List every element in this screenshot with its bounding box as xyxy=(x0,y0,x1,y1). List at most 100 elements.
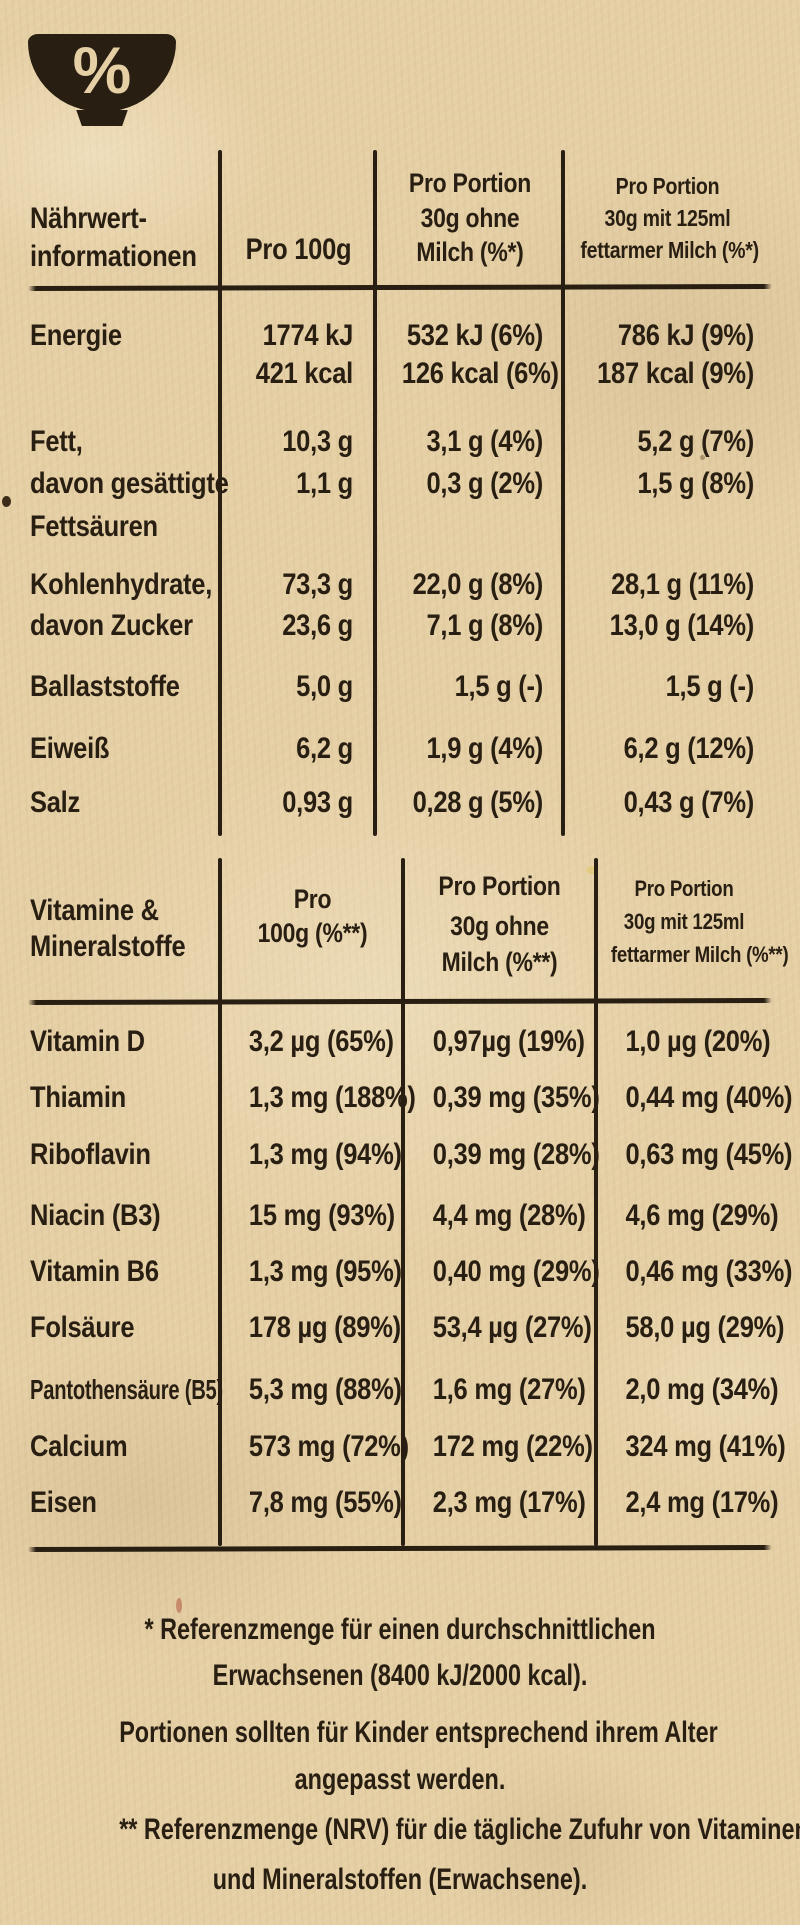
vitamin-milk: 2,0 mg (34%) xyxy=(625,1373,779,1406)
nutrient-label: Fettsäuren xyxy=(30,510,158,543)
nutrient-portion: 126 kcal (6%) xyxy=(401,357,559,390)
footnote-line: * Referenzmenge für einen durchschnittli… xyxy=(144,1613,656,1646)
vitamin-label: Niacin (B3) xyxy=(30,1199,161,1232)
vitamin-milk: 2,4 mg (17%) xyxy=(625,1486,779,1519)
vitamin-per100: 1,3 mg (95%) xyxy=(248,1255,402,1288)
nutrient-label: davon gesättigte xyxy=(30,467,229,500)
paper-speck xyxy=(586,866,597,874)
table2-col-milk-header: Pro Portion xyxy=(634,876,734,901)
vitamin-per100: 573 mg (72%) xyxy=(248,1430,409,1463)
table2-header-divider xyxy=(27,998,773,1005)
nutrient-per100: 10,3 g xyxy=(282,425,353,458)
nutrient-label: davon Zucker xyxy=(30,609,193,642)
vitamin-label: Vitamin D xyxy=(30,1025,145,1058)
table2-bottom-divider xyxy=(27,1545,773,1552)
footnote-line: angepasst werden. xyxy=(294,1763,506,1796)
table1-title-line1: Nährwert- xyxy=(30,202,147,235)
vitamin-label: Eisen xyxy=(30,1486,97,1519)
nutrient-label: Salz xyxy=(30,786,81,819)
bowl-foot xyxy=(76,110,128,126)
nutrient-milk: 1,5 g (-) xyxy=(665,670,755,703)
table2-col-milk-header: fettarmer Milch (%**) xyxy=(610,942,789,967)
nutrient-per100: 23,6 g xyxy=(282,609,353,642)
nutrient-milk: 187 kcal (9%) xyxy=(597,357,754,390)
vitamin-milk: 1,0 µg (20%) xyxy=(625,1025,771,1058)
percent-glyph: % xyxy=(72,33,132,107)
vitamin-milk: 324 mg (41%) xyxy=(625,1430,786,1463)
table2-col-milk-header: 30g mit 125ml xyxy=(623,909,745,934)
table2-col-portion-header: Milch (%**) xyxy=(441,947,558,977)
vitamin-portion: 0,39 mg (28%) xyxy=(432,1138,600,1171)
table1-column-rule-1 xyxy=(218,150,222,836)
vitamin-milk: 58,0 µg (29%) xyxy=(625,1311,785,1344)
table1-column-rule-2 xyxy=(373,150,377,836)
nutrient-per100: 1774 kJ xyxy=(262,319,354,352)
nutrient-label: Kohlenhydrate, xyxy=(30,568,213,601)
nutrient-milk: 28,1 g (11%) xyxy=(611,568,754,601)
vitamin-label: Folsäure xyxy=(30,1311,135,1344)
vitamin-label: Calcium xyxy=(30,1430,128,1463)
nutrient-per100: 421 kcal xyxy=(255,357,353,390)
vitamin-label: Vitamin B6 xyxy=(30,1255,159,1288)
vitamin-milk: 4,6 mg (29%) xyxy=(625,1199,779,1232)
table1-col-portion-header: Pro Portion xyxy=(408,168,532,198)
vitamin-per100: 5,3 mg (88%) xyxy=(248,1373,402,1406)
nutrient-per100: 0,93 g xyxy=(282,786,353,819)
vitamin-per100: 1,3 mg (94%) xyxy=(248,1138,402,1171)
vitamin-milk: 0,44 mg (40%) xyxy=(625,1081,793,1114)
paper-speck xyxy=(2,496,11,507)
table2-col-portion-header: Pro Portion xyxy=(438,871,561,901)
table2-column-rule-1 xyxy=(218,858,222,1546)
table1-col-milk-header: fettarmer Milch (%*) xyxy=(580,237,759,263)
nutrient-portion: 1,5 g (-) xyxy=(454,670,544,703)
cereal-bowl-percent-icon: % xyxy=(28,34,176,128)
vitamin-portion: 0,39 mg (35%) xyxy=(432,1081,600,1114)
nutrient-portion: 3,1 g (4%) xyxy=(426,425,544,458)
table1-header-divider xyxy=(27,284,773,291)
nutrient-portion: 1,9 g (4%) xyxy=(426,732,544,765)
table1-col-per100-header: Pro 100g xyxy=(245,233,352,266)
nutrient-milk: 1,5 g (8%) xyxy=(637,467,755,500)
nutrient-label: Energie xyxy=(30,319,122,352)
vitamin-portion: 53,4 µg (27%) xyxy=(432,1311,592,1344)
nutrient-milk: 6,2 g (12%) xyxy=(623,732,755,765)
paper-speck xyxy=(176,1598,182,1613)
table2-column-rule-2 xyxy=(401,858,405,1546)
vitamin-per100: 7,8 mg (55%) xyxy=(248,1486,402,1519)
table1-column-rule-3 xyxy=(561,150,565,836)
vitamin-portion: 2,3 mg (17%) xyxy=(432,1486,586,1519)
nutrient-milk: 5,2 g (7%) xyxy=(637,425,755,458)
table1-col-portion-header: Milch (%*) xyxy=(416,237,524,267)
nutrient-label: Fett, xyxy=(30,425,83,458)
table2-column-rule-3 xyxy=(594,858,598,1546)
vitamin-portion: 0,97µg (19%) xyxy=(432,1025,585,1058)
nutrient-milk: 786 kJ (9%) xyxy=(617,319,754,352)
nutrient-per100: 1,1 g xyxy=(296,467,353,500)
nutrient-label: Ballaststoffe xyxy=(30,670,180,703)
vitamin-milk: 0,63 mg (45%) xyxy=(625,1138,793,1171)
nutrient-portion: 0,3 g (2%) xyxy=(426,467,544,500)
vitamin-per100: 178 µg (89%) xyxy=(248,1311,401,1344)
table1-col-portion-header: 30g ohne xyxy=(420,203,520,233)
vitamin-portion: 172 mg (22%) xyxy=(432,1430,593,1463)
nutrient-portion: 0,28 g (5%) xyxy=(412,786,544,819)
vitamin-label: Pantothensäure (B5) xyxy=(30,1374,224,1405)
nutrient-milk: 13,0 g (14%) xyxy=(609,609,755,642)
nutrient-portion: 7,1 g (8%) xyxy=(426,609,544,642)
footnote-line: Erwachsenen (8400 kJ/2000 kcal). xyxy=(212,1659,588,1692)
table1-title-line2: informationen xyxy=(30,240,197,273)
vitamin-label: Thiamin xyxy=(30,1081,126,1114)
table2-title-line1: Vitamine & xyxy=(30,894,159,927)
table2-col-per100-header: Pro xyxy=(293,884,332,914)
table2-col-per100-header: 100g (%**) xyxy=(257,918,368,948)
nutrient-per100: 5,0 g xyxy=(296,670,353,703)
vitamin-portion: 4,4 mg (28%) xyxy=(432,1199,586,1232)
footnote-line: ** Referenzmenge (NRV) für die tägliche … xyxy=(119,1813,800,1846)
table2-title-line2: Mineralstoffe xyxy=(30,930,186,963)
footnote-line: Portionen sollten für Kinder entsprechen… xyxy=(119,1716,718,1749)
nutrient-portion: 532 kJ (6%) xyxy=(406,319,543,352)
footnote-line: und Mineralstoffen (Erwachsene). xyxy=(212,1863,588,1896)
bowl-shape: % xyxy=(28,34,176,112)
table1-col-milk-header: 30g mit 125ml xyxy=(604,205,731,231)
